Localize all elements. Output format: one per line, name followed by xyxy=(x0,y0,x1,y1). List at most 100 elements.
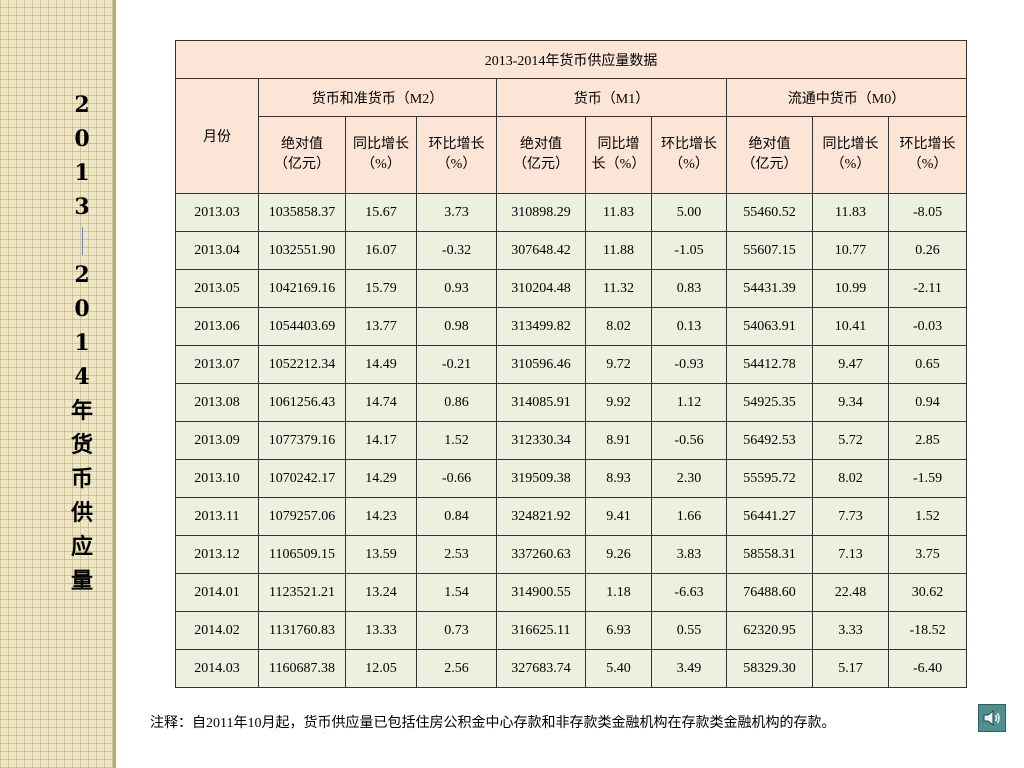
value-cell: -6.40 xyxy=(887,649,968,688)
value-cell: -0.32 xyxy=(416,231,497,270)
speaker-icon[interactable] xyxy=(978,704,1006,732)
column-header-line: 环比增长 xyxy=(428,137,485,152)
value-cell: 313499.82 xyxy=(496,307,586,346)
group-header-m0: 流通中货币（M0） xyxy=(725,78,968,117)
table-row: 2013.10 1070242.17 14.29 -0.66 319509.38 8.93… xyxy=(175,459,968,498)
value-cell: 11.83 xyxy=(812,193,889,232)
value-cell: -8.05 xyxy=(887,193,968,232)
value-cell: 1061256.43 xyxy=(258,383,346,422)
month-cell: 2013.06 xyxy=(175,307,259,346)
value-cell: 0.83 xyxy=(651,269,727,308)
month-cell: 2014.01 xyxy=(175,573,259,612)
value-cell: 0.13 xyxy=(651,307,727,346)
value-cell: 1123521.21 xyxy=(258,573,346,612)
value-cell: 0.98 xyxy=(416,307,497,346)
title-char: 1 xyxy=(74,330,90,356)
month-header: 月份 xyxy=(175,78,259,194)
value-cell: 10.77 xyxy=(812,231,889,270)
value-cell: 3.83 xyxy=(651,535,727,574)
value-cell: 58329.30 xyxy=(726,649,813,688)
value-cell: 54925.35 xyxy=(726,383,813,422)
value-cell: -1.05 xyxy=(651,231,727,270)
value-cell: 7.13 xyxy=(812,535,889,574)
table-row: 2013.04 1032551.90 16.07 -0.32 307648.42 11.8… xyxy=(175,231,968,270)
column-header: 环比增长 （%） xyxy=(651,116,727,194)
value-cell: 0.73 xyxy=(416,611,497,650)
column-header-line: （%） xyxy=(361,157,401,172)
value-cell: 13.77 xyxy=(345,307,417,346)
value-cell: 9.34 xyxy=(812,383,889,422)
value-cell: -18.52 xyxy=(887,611,968,650)
value-cell: 7.73 xyxy=(812,497,889,536)
value-cell: 2.85 xyxy=(887,421,968,460)
column-header-line: （%） xyxy=(907,157,948,172)
value-cell: -0.66 xyxy=(416,459,497,498)
value-cell: 9.92 xyxy=(585,383,652,422)
value-cell: 9.26 xyxy=(585,535,652,574)
value-cell: 8.02 xyxy=(812,459,889,498)
value-cell: 310596.46 xyxy=(496,345,586,384)
value-cell: 0.86 xyxy=(416,383,497,422)
value-cell: 1052212.34 xyxy=(258,345,346,384)
table-row: 2013.07 1052212.34 14.49 -0.21 310596.46 9.72… xyxy=(175,345,968,384)
value-cell: 11.83 xyxy=(585,193,652,232)
value-cell: 8.02 xyxy=(585,307,652,346)
column-header: 绝对值 （亿元） xyxy=(258,116,346,194)
value-cell: 3.75 xyxy=(887,535,968,574)
value-cell: 0.84 xyxy=(416,497,497,536)
title-char: 2 xyxy=(74,92,90,118)
value-cell: 6.93 xyxy=(585,611,652,650)
table-row: 2013.09 1077379.16 14.17 1.52 312330.34 8.91-… xyxy=(175,421,968,460)
value-cell: 0.55 xyxy=(651,611,727,650)
value-cell: 1042169.16 xyxy=(258,269,346,308)
table-row: 2013.12 1106509.15 13.59 2.53 337260.63 9.26 3… xyxy=(175,535,968,574)
title-char: 3 xyxy=(74,194,90,220)
column-header-line: （%） xyxy=(830,157,871,172)
value-cell: 8.91 xyxy=(585,421,652,460)
month-cell: 2014.03 xyxy=(175,649,259,688)
value-cell: 3.49 xyxy=(651,649,727,688)
column-header-line: 绝对值 xyxy=(520,137,562,152)
title-char: 4 xyxy=(74,364,90,390)
money-supply-table: 2013-2014年货币供应量数据 月份 货币和准货币（M2） 货币（M1） 流… xyxy=(174,40,968,688)
column-header: 绝对值 （亿元） xyxy=(496,116,586,194)
value-cell: 15.67 xyxy=(345,193,417,232)
month-cell: 2013.11 xyxy=(175,497,259,536)
value-cell: 54431.39 xyxy=(726,269,813,308)
value-cell: 13.33 xyxy=(345,611,417,650)
table-row: 2014.03 1160687.38 12.05 2.56 327683.74 5.40 3… xyxy=(175,649,968,688)
value-cell: 0.93 xyxy=(416,269,497,308)
value-cell: 1.12 xyxy=(651,383,727,422)
value-cell: 55607.15 xyxy=(726,231,813,270)
column-header-line: 长（%） xyxy=(591,157,646,172)
value-cell: -0.21 xyxy=(416,345,497,384)
table-row: 2013.08 1061256.43 14.74 0.86 314085.91 9.92 1… xyxy=(175,383,968,422)
value-cell: 56441.27 xyxy=(726,497,813,536)
value-cell: 22.48 xyxy=(812,573,889,612)
value-cell: 62320.95 xyxy=(726,611,813,650)
footnote: 注释：自2011年10月起，货币供应量已包括住房公积金中心存款和非存款类金融机构… xyxy=(150,716,836,731)
table-row: 2013.05 1042169.16 15.79 0.93 310204.48 11.32… xyxy=(175,269,968,308)
value-cell: -6.63 xyxy=(651,573,727,612)
value-cell: 1.54 xyxy=(416,573,497,612)
value-cell: 310898.29 xyxy=(496,193,586,232)
table-row: 2013.11 1079257.06 14.23 0.84 324821.92 9.41 1… xyxy=(175,497,968,536)
column-header-line: （亿元） xyxy=(741,157,798,172)
column-header-line: （%） xyxy=(669,157,709,172)
value-cell: 1054403.69 xyxy=(258,307,346,346)
value-cell: 1160687.38 xyxy=(258,649,346,688)
value-cell: -0.03 xyxy=(887,307,968,346)
title-dash: — xyxy=(81,227,83,255)
title-char: 币 xyxy=(70,466,93,492)
title-char: 量 xyxy=(70,568,93,594)
value-cell: 1.66 xyxy=(651,497,727,536)
column-header-line: （亿元） xyxy=(274,157,330,172)
value-cell: 14.49 xyxy=(345,345,417,384)
table-row: 2014.02 1131760.83 13.33 0.73 316625.11 6.93 0… xyxy=(175,611,968,650)
value-cell: 30.62 xyxy=(887,573,968,612)
title-char: 应 xyxy=(70,534,93,560)
column-header-line: （亿元） xyxy=(513,157,569,172)
speaker-glyph xyxy=(983,709,1000,727)
month-cell: 2013.07 xyxy=(175,345,259,384)
value-cell: 312330.34 xyxy=(496,421,586,460)
